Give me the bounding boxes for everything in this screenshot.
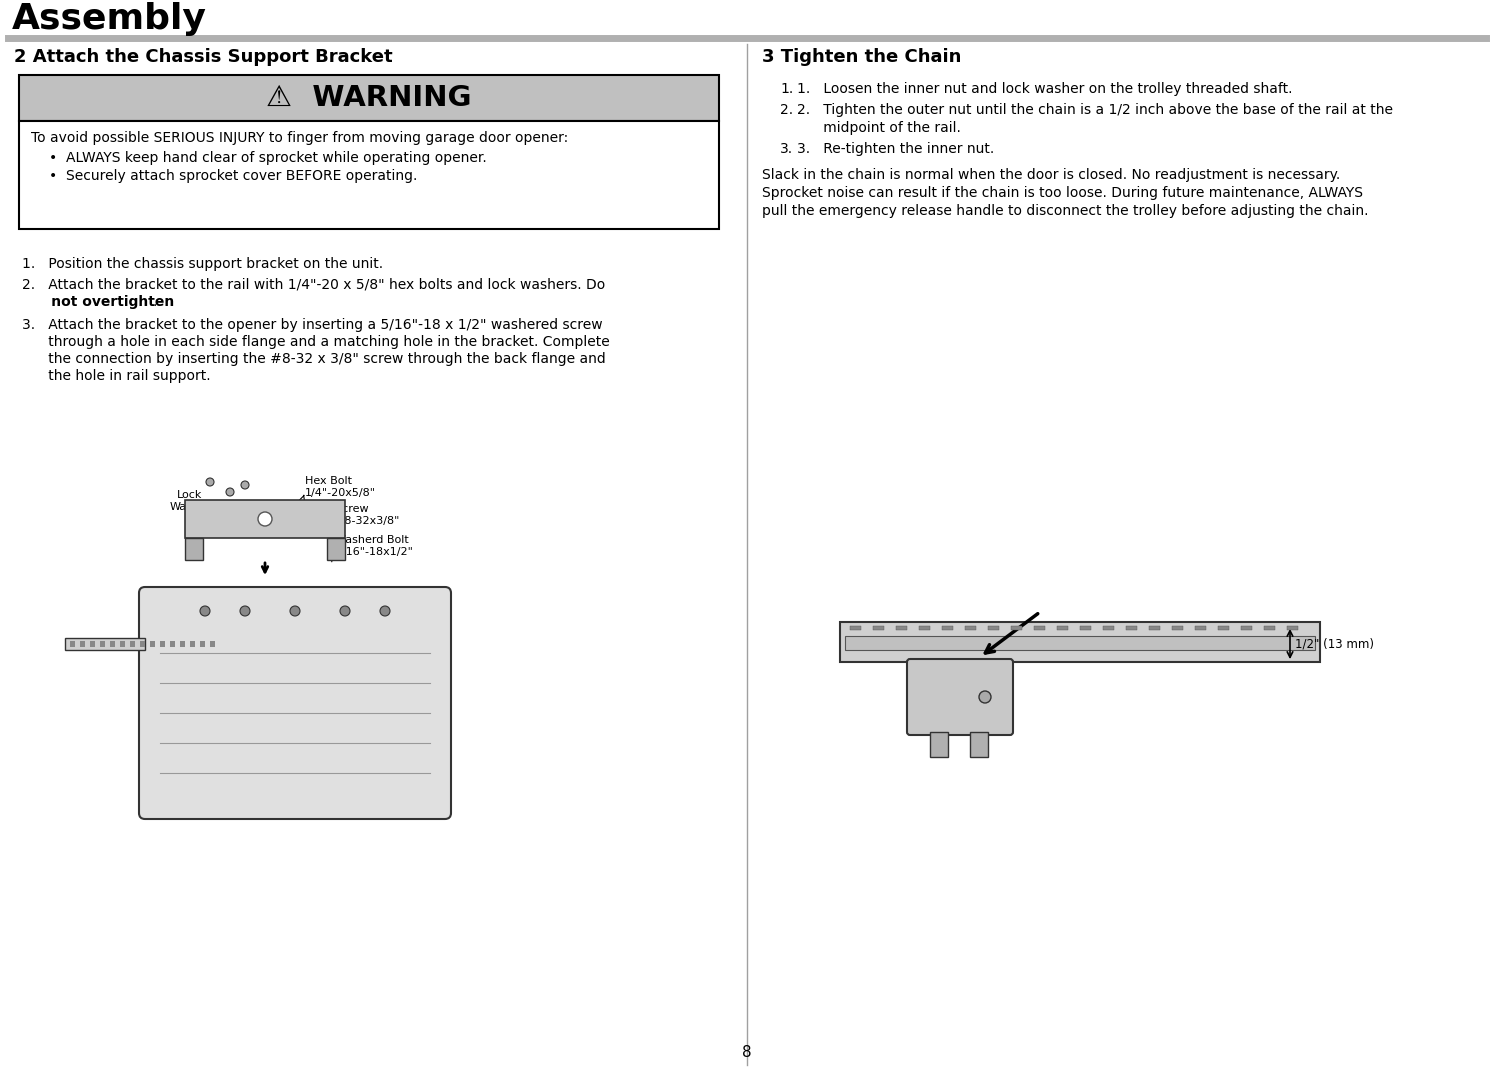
Text: through a hole in each side flange and a matching hole in the bracket. Complete: through a hole in each side flange and a…: [22, 335, 610, 349]
Text: 3.   Attach the bracket to the opener by inserting a 5/16"-18 x 1/2" washered sc: 3. Attach the bracket to the opener by i…: [22, 318, 602, 332]
Circle shape: [241, 606, 249, 616]
Bar: [66, 638, 145, 651]
Bar: [70, 641, 75, 647]
Text: ⚠  WARNING: ⚠ WARNING: [266, 84, 472, 112]
Bar: [160, 641, 164, 647]
Bar: [1056, 626, 1068, 630]
Text: Hex Bolt
1/4"-20x5/8": Hex Bolt 1/4"-20x5/8": [305, 476, 376, 498]
Bar: [1080, 626, 1091, 630]
Bar: [896, 626, 907, 630]
Circle shape: [206, 478, 214, 486]
Bar: [190, 641, 196, 647]
FancyBboxPatch shape: [907, 659, 1013, 735]
Circle shape: [979, 691, 991, 703]
Bar: [1264, 626, 1274, 630]
Text: the hole in rail support.: the hole in rail support.: [22, 369, 211, 383]
Bar: [988, 626, 998, 630]
Bar: [1218, 626, 1228, 630]
Bar: [1195, 626, 1206, 630]
Bar: [1034, 626, 1044, 630]
Bar: [81, 641, 85, 647]
Text: the connection by inserting the #8-32 x 3/8" screw through the back flange and: the connection by inserting the #8-32 x …: [22, 352, 605, 366]
Text: 8: 8: [743, 1045, 751, 1060]
Text: midpoint of the rail.: midpoint of the rail.: [796, 121, 961, 135]
Circle shape: [241, 481, 249, 489]
Bar: [1149, 626, 1159, 630]
Text: 3.   Re-tighten the inner nut.: 3. Re-tighten the inner nut.: [796, 142, 994, 156]
Text: •  ALWAYS keep hand clear of sprocket while operating opener.: • ALWAYS keep hand clear of sprocket whi…: [49, 151, 487, 165]
Text: 2.   Tighten the outer nut until the chain is a 1/2 inch above the base of the r: 2. Tighten the outer nut until the chain…: [796, 103, 1392, 117]
Text: Assembly: Assembly: [12, 2, 206, 36]
Text: not overtighten: not overtighten: [22, 295, 175, 309]
Bar: [170, 641, 175, 647]
Bar: [120, 641, 125, 647]
Bar: [1171, 626, 1182, 630]
Bar: [149, 641, 155, 647]
Text: 1/2" (13 mm): 1/2" (13 mm): [1295, 638, 1374, 651]
Bar: [185, 500, 345, 538]
Circle shape: [379, 606, 390, 616]
Bar: [130, 641, 134, 647]
Bar: [929, 732, 949, 757]
Bar: [179, 641, 185, 647]
Text: Lock
Washer: Lock Washer: [169, 490, 211, 512]
Circle shape: [200, 606, 211, 616]
Text: To avoid possible SERIOUS INJURY to finger from moving garage door opener:: To avoid possible SERIOUS INJURY to fing…: [31, 131, 568, 145]
Bar: [19, 121, 719, 229]
Bar: [1286, 626, 1297, 630]
Text: pull the emergency release handle to disconnect the trolley before adjusting the: pull the emergency release handle to dis…: [762, 204, 1369, 218]
Bar: [1242, 626, 1252, 630]
Circle shape: [290, 606, 300, 616]
Text: .: .: [152, 295, 157, 309]
Bar: [90, 641, 96, 647]
Bar: [111, 641, 115, 647]
Bar: [100, 641, 105, 647]
Bar: [846, 637, 1315, 651]
Bar: [872, 626, 883, 630]
Text: 3.: 3.: [780, 142, 793, 156]
Bar: [200, 641, 205, 647]
Bar: [1103, 626, 1113, 630]
Bar: [140, 641, 145, 647]
Text: Screw
#8-32x3/8": Screw #8-32x3/8": [335, 504, 399, 526]
Text: Slack in the chain is normal when the door is closed. No readjustment is necessa: Slack in the chain is normal when the do…: [762, 168, 1340, 182]
Bar: [965, 626, 976, 630]
Text: 2.: 2.: [780, 103, 793, 117]
Circle shape: [226, 488, 235, 496]
Text: Sprocket noise can result if the chain is too loose. During future maintenance, : Sprocket noise can result if the chain i…: [762, 186, 1363, 200]
Circle shape: [341, 606, 350, 616]
Bar: [850, 626, 861, 630]
Bar: [185, 538, 203, 560]
Bar: [1011, 626, 1022, 630]
Text: •  Securely attach sprocket cover BEFORE operating.: • Securely attach sprocket cover BEFORE …: [49, 169, 417, 183]
Bar: [840, 623, 1321, 662]
Bar: [19, 75, 719, 121]
Text: 1.   Position the chassis support bracket on the unit.: 1. Position the chassis support bracket …: [22, 257, 382, 271]
Bar: [327, 538, 345, 560]
Text: Washerd Bolt
5/16"-18x1/2": Washerd Bolt 5/16"-18x1/2": [335, 535, 412, 557]
Circle shape: [258, 512, 272, 526]
Text: 1.   Loosen the inner nut and lock washer on the trolley threaded shaft.: 1. Loosen the inner nut and lock washer …: [796, 82, 1292, 96]
Text: 1.: 1.: [780, 82, 793, 96]
Text: 2.   Attach the bracket to the rail with 1/4"-20 x 5/8" hex bolts and lock washe: 2. Attach the bracket to the rail with 1…: [22, 278, 605, 292]
Bar: [943, 626, 953, 630]
Text: 3 Tighten the Chain: 3 Tighten the Chain: [762, 48, 961, 66]
Bar: [1126, 626, 1137, 630]
Text: 2 Attach the Chassis Support Bracket: 2 Attach the Chassis Support Bracket: [13, 48, 393, 66]
Bar: [970, 732, 988, 757]
Bar: [211, 641, 215, 647]
Bar: [919, 626, 929, 630]
FancyBboxPatch shape: [139, 587, 451, 819]
